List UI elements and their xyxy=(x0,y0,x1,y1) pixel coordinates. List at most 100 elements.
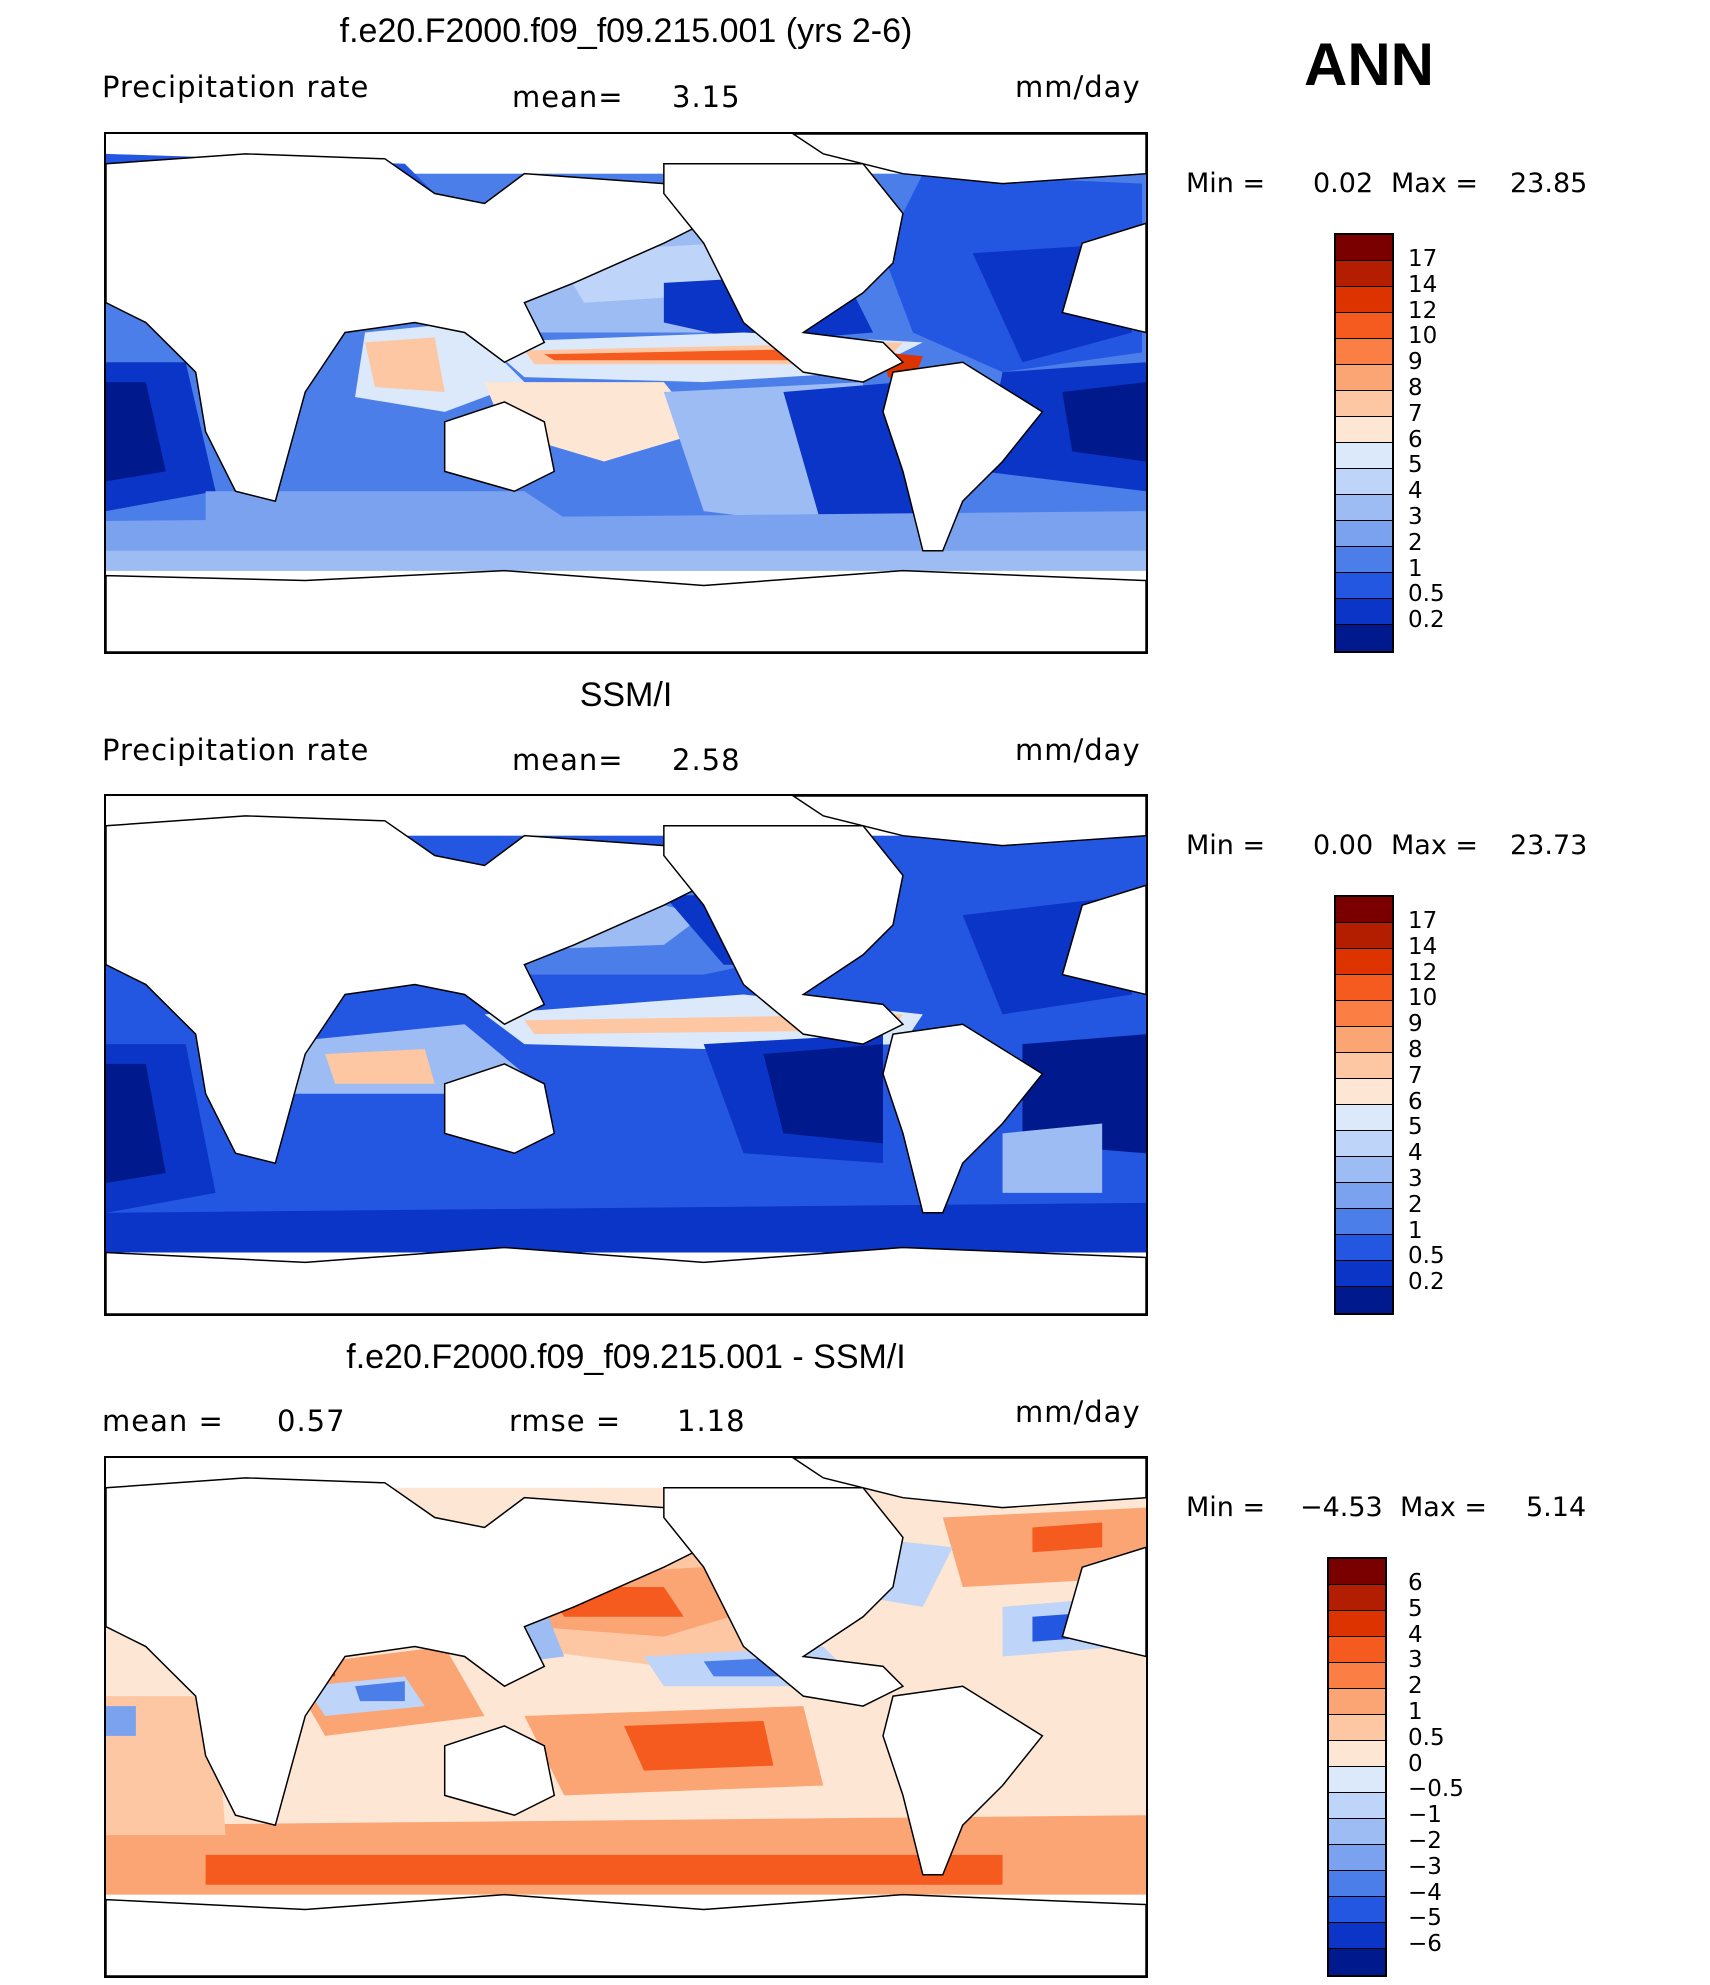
panel1-min-value: 0.02 xyxy=(1313,168,1374,199)
panel2-mean-label: mean= xyxy=(512,743,624,777)
panel3-colorbar-tick-label: −1 xyxy=(1408,1802,1442,1829)
panel3-colorbar-labels: 6 5 4 3 2 1 0.5 0 −0.5 −1 −2 −3 −4 −5 −6 xyxy=(1408,1570,1464,1958)
panel3-max-label: Max = xyxy=(1400,1492,1488,1523)
panel3-colorbar-swatch xyxy=(1329,1845,1385,1871)
panel3-units: mm/day xyxy=(1015,1395,1141,1429)
panel2-colorbar-tick-label: 9 xyxy=(1408,1011,1423,1038)
panel3-colorbar-tick-label: 5 xyxy=(1408,1595,1423,1622)
panel3-max-value: 5.14 xyxy=(1526,1492,1587,1523)
panel3-colorbar-swatch xyxy=(1329,1559,1385,1585)
panel2-colorbar-swatch xyxy=(1336,949,1392,975)
panel2-colorbar-tick-label: 14 xyxy=(1408,933,1438,960)
panel1-colorbar-tick-label: 6 xyxy=(1408,426,1423,453)
panel1-colorbar-swatch xyxy=(1336,625,1392,651)
panel1-colorbar-tick-label: 9 xyxy=(1408,349,1423,376)
panel3-mean-value: 0.57 xyxy=(277,1404,346,1438)
panel3-colorbar-tick-label: 0 xyxy=(1408,1750,1423,1777)
panel1-colorbar-swatch xyxy=(1336,469,1392,495)
panel3-colorbar-swatch xyxy=(1329,1741,1385,1767)
panel1-mean-value: 3.15 xyxy=(672,80,741,114)
panel2-colorbar-swatch xyxy=(1336,1131,1392,1157)
panel2-colorbar-tick-label: 4 xyxy=(1408,1140,1423,1167)
panel1-colorbar-tick-label: 0.2 xyxy=(1408,607,1445,634)
panel3-colorbar-swatch xyxy=(1329,1767,1385,1793)
panel1-colorbar-swatch xyxy=(1336,339,1392,365)
panel2-colorbar xyxy=(1334,895,1394,1315)
panel2-variable-label: Precipitation rate xyxy=(102,733,370,767)
panel2-colorbar-swatch xyxy=(1336,1287,1392,1313)
panel2-colorbar-tick-label: 2 xyxy=(1408,1191,1423,1218)
panel3-colorbar-tick-label: −2 xyxy=(1408,1827,1442,1854)
panel2-colorbar-swatch xyxy=(1336,897,1392,923)
panel1-colorbar-swatch xyxy=(1336,599,1392,625)
panel3-colorbar-tick-label: −3 xyxy=(1408,1853,1442,1880)
panel1-colorbar-swatch xyxy=(1336,573,1392,599)
panel2-colorbar-tick-label: 5 xyxy=(1408,1114,1423,1141)
panel2-colorbar-swatch xyxy=(1336,1105,1392,1131)
panel2-colorbar-swatch xyxy=(1336,1157,1392,1183)
panel3-colorbar-tick-label: −6 xyxy=(1408,1931,1442,1958)
panel1-colorbar-swatch xyxy=(1336,443,1392,469)
panel1-colorbar-swatch xyxy=(1336,521,1392,547)
panel2-max-value: 23.73 xyxy=(1510,830,1588,861)
panel3-rmse-value: 1.18 xyxy=(677,1404,746,1438)
panel1-colorbar-swatch xyxy=(1336,391,1392,417)
panel2-max-label: Max = xyxy=(1391,830,1479,861)
panel3-rmse-label: rmse = xyxy=(509,1404,622,1438)
panel3-colorbar-tick-label: 6 xyxy=(1408,1570,1423,1596)
panel1-units: mm/day xyxy=(1015,70,1141,104)
panel2-colorbar-tick-label: 8 xyxy=(1408,1036,1423,1063)
panel1-colorbar-swatch xyxy=(1336,547,1392,573)
panel1-min-label: Min = xyxy=(1186,168,1266,199)
panel3-colorbar-swatch xyxy=(1329,1793,1385,1819)
panel3-colorbar-tick-label: 2 xyxy=(1408,1673,1423,1700)
panel1-variable-label: Precipitation rate xyxy=(102,70,370,104)
panel3-mean-label: mean = xyxy=(102,1404,224,1438)
panel2-min-value: 0.00 xyxy=(1313,830,1374,861)
panel3-colorbar-swatch xyxy=(1329,1637,1385,1663)
panel3-colorbar-swatch xyxy=(1329,1663,1385,1689)
panel3-colorbar-swatch xyxy=(1329,1611,1385,1637)
panel3-colorbar-tick-label: 4 xyxy=(1408,1621,1423,1648)
panel3-map-plot xyxy=(106,1458,1146,1976)
panel2-colorbar-swatch xyxy=(1336,1183,1392,1209)
panel1-colorbar-swatch xyxy=(1336,495,1392,521)
panel1-map-plot xyxy=(106,134,1146,652)
panel1-colorbar-tick-label: 8 xyxy=(1408,374,1423,401)
panel1-colorbar-swatch xyxy=(1336,235,1392,261)
panel1-colorbar-tick-label: 3 xyxy=(1408,503,1423,530)
panel2-colorbar-tick-label: 3 xyxy=(1408,1165,1423,1192)
panel2-colorbar-tick-label: 17 xyxy=(1408,908,1438,934)
panel1-max-value: 23.85 xyxy=(1510,168,1588,199)
panel1-colorbar-tick-label: 0.5 xyxy=(1408,581,1445,608)
panel1-colorbar-tick-label: 1 xyxy=(1408,555,1423,582)
panel2-colorbar-swatch xyxy=(1336,1001,1392,1027)
panel3-colorbar-tick-label: 3 xyxy=(1408,1647,1423,1674)
panel3-colorbar-tick-label: −0.5 xyxy=(1408,1776,1464,1803)
panel1-map xyxy=(104,132,1148,654)
panel2-colorbar-tick-label: 1 xyxy=(1408,1217,1423,1244)
panel1-colorbar-swatch xyxy=(1336,313,1392,339)
panel2-colorbar-swatch xyxy=(1336,1261,1392,1287)
panel1-max-label: Max = xyxy=(1391,168,1479,199)
panel2-colorbar-tick-label: 10 xyxy=(1408,985,1438,1012)
panel1-colorbar-labels: 17 14 12 10 9 8 7 6 5 4 3 2 1 0.5 0.2 xyxy=(1408,246,1445,634)
panel3-colorbar-tick-label: 0.5 xyxy=(1408,1724,1445,1751)
panel1-colorbar-swatch xyxy=(1336,417,1392,443)
panel2-colorbar-tick-label: 6 xyxy=(1408,1088,1423,1115)
panel2-colorbar-labels: 17 14 12 10 9 8 7 6 5 4 3 2 1 0.5 0.2 xyxy=(1408,908,1445,1296)
panel2-title: SSM/I xyxy=(579,676,673,714)
panel3-map xyxy=(104,1456,1148,1978)
panel1-colorbar-swatch xyxy=(1336,365,1392,391)
panel3-colorbar-swatch xyxy=(1329,1871,1385,1897)
panel3-colorbar-swatch xyxy=(1329,1689,1385,1715)
panel1-title: f.e20.F2000.f09_f09.215.001 (yrs 2-6) xyxy=(339,12,913,50)
panel2-min-label: Min = xyxy=(1186,830,1266,861)
panel2-colorbar-swatch xyxy=(1336,923,1392,949)
panel3-colorbar-swatch xyxy=(1329,1949,1385,1975)
panel2-colorbar-swatch xyxy=(1336,1079,1392,1105)
panel3-colorbar-swatch xyxy=(1329,1923,1385,1949)
panel1-colorbar-tick-label: 4 xyxy=(1408,478,1423,505)
panel1-colorbar-tick-label: 10 xyxy=(1408,323,1438,350)
panel2-colorbar-swatch xyxy=(1336,1053,1392,1079)
